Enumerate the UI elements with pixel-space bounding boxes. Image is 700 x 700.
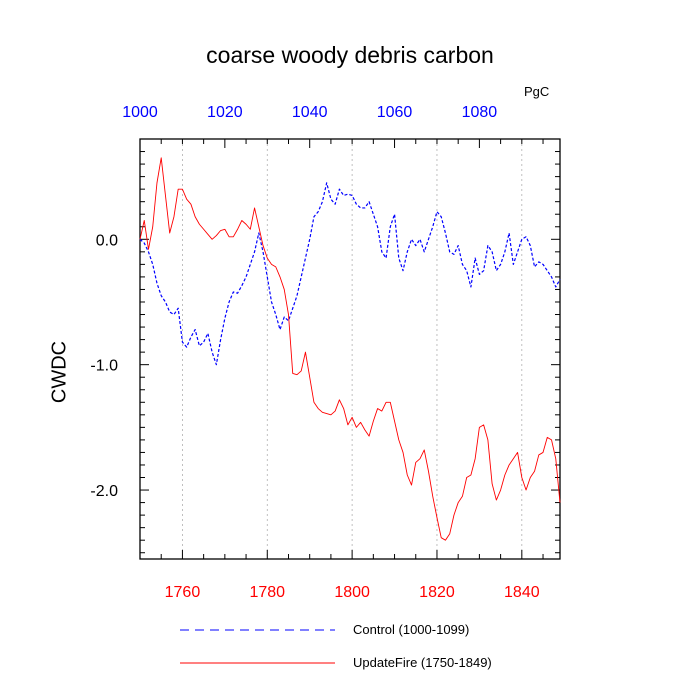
grid-lines <box>182 139 523 559</box>
x-bottom-tick-label: 1780 <box>249 584 285 601</box>
x-top-tick-label: 1080 <box>462 104 498 121</box>
series-lines <box>139 157 561 541</box>
series-line-updatefire <box>139 157 561 541</box>
series-line-control <box>139 182 561 366</box>
plot-frame <box>139 138 561 560</box>
chart-title: coarse woody debris carbon <box>206 42 494 68</box>
x-top-tick-label: 1040 <box>292 104 328 121</box>
axis-ticks <box>139 139 560 559</box>
tick-labels: 1760 1780 1800 1820 1840 1000 1020 1040 1060 1080… <box>90 104 539 601</box>
legend-entry-updatefire: UpdateFire (1750-1849) <box>353 655 492 670</box>
y-tick-label: -2.0 <box>90 483 118 500</box>
units-label: PgC <box>524 84 550 99</box>
y-tick-label: 0.0 <box>96 232 118 249</box>
legend-entry-control: Control (1000-1099) <box>353 622 470 637</box>
legend <box>180 629 335 664</box>
x-top-tick-label: 1020 <box>207 104 243 121</box>
x-top-tick-label: 1000 <box>122 104 158 121</box>
x-bottom-tick-label: 1840 <box>504 584 540 601</box>
x-bottom-tick-label: 1800 <box>334 584 370 601</box>
y-tick-label: -1.0 <box>90 358 118 375</box>
x-top-tick-label: 1060 <box>377 104 413 121</box>
x-bottom-tick-label: 1760 <box>165 584 201 601</box>
x-bottom-tick-label: 1820 <box>419 584 455 601</box>
